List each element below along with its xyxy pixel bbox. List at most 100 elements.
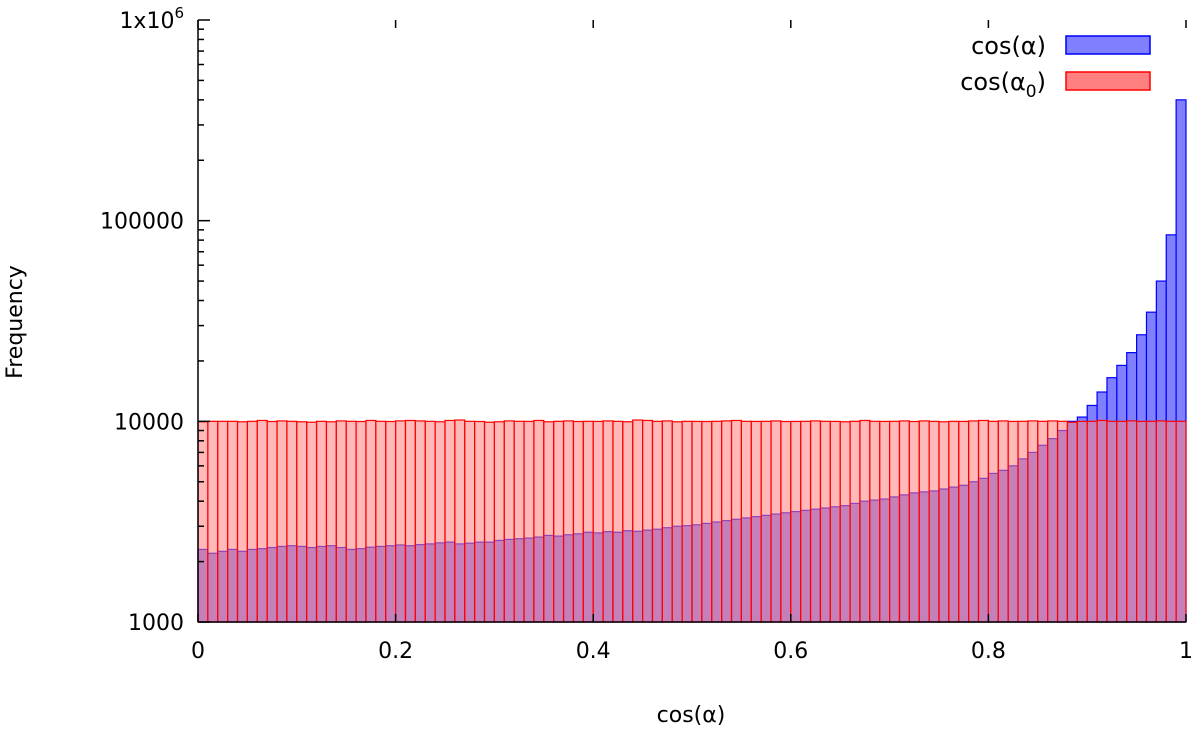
bar-series2-bin-39 [582, 420, 594, 623]
bar-series2-bin-81 [997, 420, 1009, 623]
bar-series2-bin-79 [977, 419, 990, 623]
bar-series2-bin-71 [898, 420, 910, 623]
bar-series2-bin-31 [503, 420, 515, 623]
bar-series2-bin-19 [385, 420, 397, 623]
bar-series2-bin-9 [286, 420, 298, 623]
y-tick-label-1: 10000 [114, 410, 184, 435]
bar-series2-bin-17 [365, 419, 377, 623]
bar-series2-bin-35 [543, 421, 555, 623]
bar-series2-bin-36 [553, 420, 565, 623]
bar-series2-bin-32 [513, 420, 525, 623]
bar-series2-bin-63 [819, 420, 831, 623]
bar-series2-bin-66 [849, 420, 861, 623]
bar-series2-bin-62 [809, 420, 822, 623]
y-tick-label-2: 100000 [100, 210, 184, 235]
bar-series2-bin-53 [721, 420, 733, 623]
bar-series2-bin-23 [424, 420, 436, 623]
bar-series2-bin-21 [404, 419, 416, 623]
bar-series2-bin-92 [1106, 420, 1118, 623]
bar-series2-bin-67 [859, 419, 871, 623]
bar-series2-bin-14 [335, 420, 347, 623]
bar-series2-bin-83 [1017, 420, 1029, 623]
bar-series2-bin-10 [296, 421, 308, 623]
bar-series2-bin-46 [651, 420, 663, 623]
x-axis-title: cos(α) [657, 703, 726, 728]
bar-series2-bin-52 [711, 420, 723, 623]
bar-series2-bin-88 [1066, 421, 1078, 623]
bar-series2-bin-80 [987, 420, 999, 623]
bars-layer [197, 99, 1187, 623]
bar-series2-bin-68 [869, 420, 881, 623]
bar-series2-bin-77 [958, 420, 970, 623]
bar-series2-bin-91 [1096, 419, 1108, 623]
bar-series2-bin-97 [1155, 420, 1167, 623]
bar-series2-bin-43 [622, 421, 634, 623]
bar-series2-bin-78 [968, 420, 980, 623]
bar-series2-bin-75 [938, 421, 950, 623]
x-tick-label-2: 0.4 [576, 639, 611, 664]
bar-series2-bin-42 [612, 420, 624, 623]
bar-series2-bin-7 [266, 420, 278, 623]
bar-series2-bin-28 [474, 420, 486, 623]
bar-series2-bin-72 [908, 420, 920, 623]
bar-series2-bin-16 [355, 420, 367, 623]
bar-series2-bin-18 [375, 420, 387, 623]
bar-series2-bin-1 [207, 420, 219, 623]
bar-series2-bin-96 [1145, 420, 1157, 623]
bar-series2-bin-56 [750, 420, 762, 623]
bar-series2-bin-45 [641, 419, 654, 623]
bar-series2-bin-25 [444, 419, 456, 623]
bar-series2-bin-64 [829, 420, 841, 623]
legend-swatch-1 [1065, 35, 1151, 55]
bar-series2-bin-29 [483, 421, 495, 623]
bar-series2-bin-54 [730, 419, 743, 623]
bar-series2-bin-51 [701, 420, 713, 623]
bar-series2-bin-58 [770, 420, 782, 623]
bar-series2-bin-8 [276, 420, 288, 623]
bar-series2-bin-2 [217, 420, 229, 623]
bar-series2-bin-60 [790, 420, 802, 623]
x-tick-label-5: 1 [1179, 639, 1193, 664]
bar-series2-bin-26 [454, 419, 466, 623]
x-tick-label-4: 0.8 [971, 639, 1006, 664]
bar-series2-bin-69 [879, 420, 891, 623]
bar-series2-bin-13 [325, 421, 337, 623]
bar-series2-bin-86 [1047, 420, 1059, 623]
bar-series2-bin-93 [1116, 420, 1128, 623]
bar-series2-bin-44 [632, 419, 644, 623]
bar-series2-bin-30 [493, 421, 505, 623]
bar-series2-bin-33 [523, 420, 535, 623]
bar-series2-bin-5 [246, 420, 258, 623]
bar-series2-bin-87 [1056, 420, 1069, 623]
bar-series2-bin-20 [395, 420, 407, 623]
bar-series2-bin-99 [1175, 420, 1187, 623]
bar-series2-bin-50 [691, 420, 703, 623]
bar-series2-bin-94 [1126, 420, 1138, 623]
bar-series2-bin-73 [918, 420, 930, 623]
bar-series2-bin-48 [671, 421, 683, 623]
bar-series2-bin-6 [256, 419, 268, 623]
legend-swatch-2 [1065, 71, 1151, 91]
bar-series2-bin-24 [434, 421, 446, 623]
bar-series2-bin-59 [780, 420, 792, 623]
bar-series2-bin-90 [1086, 420, 1098, 623]
y-axis-title: Frequency [3, 265, 28, 379]
bar-series2-bin-38 [572, 420, 584, 623]
bar-series2-bin-82 [1007, 420, 1019, 623]
legend-label-1: cos(α) [971, 32, 1046, 60]
bar-series2-bin-40 [592, 420, 604, 623]
bar-series2-bin-41 [602, 420, 614, 623]
bar-series2-bin-57 [760, 420, 772, 623]
bar-series2-bin-22 [414, 420, 426, 623]
bar-series2-bin-37 [562, 420, 575, 623]
bar-series2-bin-34 [533, 419, 545, 623]
x-tick-label-0: 0 [191, 639, 205, 664]
bar-series2-bin-89 [1076, 420, 1088, 623]
bar-series2-bin-12 [315, 420, 328, 623]
bar-series2-bin-15 [345, 420, 357, 623]
bar-series2-bin-61 [800, 420, 812, 623]
bar-series2-bin-98 [1165, 420, 1177, 623]
bar-series2-bin-70 [888, 420, 901, 623]
legend: cos(α) cos(α0) [960, 32, 1151, 102]
y-tick-label-0: 1000 [128, 611, 184, 636]
